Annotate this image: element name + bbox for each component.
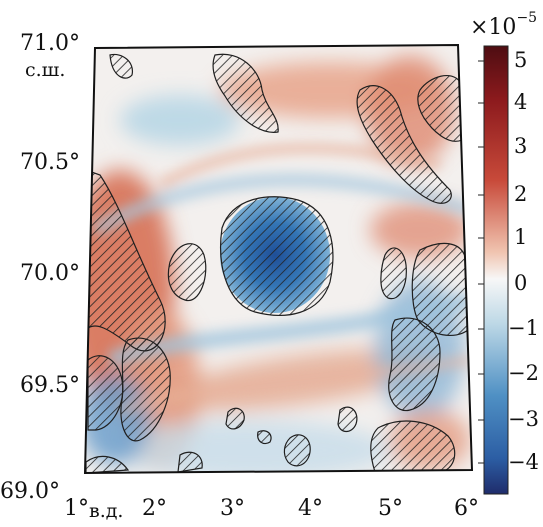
colorbar-tick-3: 3	[514, 134, 528, 158]
hatch-south-small-4	[337, 406, 358, 433]
lon-tick-2: 2°	[142, 496, 167, 521]
hatch-east-mixed	[388, 317, 441, 412]
lon-unit: в.д.	[89, 500, 124, 522]
hatch-south-red	[370, 420, 456, 473]
lon-tick-1: 1°	[64, 496, 89, 521]
colorbar	[483, 45, 509, 495]
lat-unit: с.ш.	[25, 59, 66, 81]
colorbar-tick-4: 4	[514, 90, 528, 114]
lat-tick-70-5: 70.5°	[20, 150, 80, 175]
colorbar-ticks	[478, 60, 484, 464]
colorbar-tick-5: 5	[514, 48, 528, 72]
lon-tick-5: 5°	[378, 496, 403, 521]
colorbar-tick-m3: −3	[508, 407, 539, 431]
hatch-north-small	[109, 53, 134, 79]
hatch-southwest-corner	[85, 455, 130, 473]
lat-tick-69-5: 69.5°	[20, 373, 80, 398]
hatch-small-left	[167, 243, 207, 302]
hatch-northeast-blue	[417, 74, 463, 142]
colorbar-multiplier-base: ×10	[470, 15, 517, 40]
hatch-south-small-3	[283, 434, 311, 467]
hatch-east-blue	[411, 242, 469, 337]
lon-tick-3: 3°	[220, 496, 245, 521]
colorbar-tick-m4: −4	[508, 450, 539, 474]
hatch-east-red	[380, 247, 407, 300]
lon-tick-6: 6°	[454, 496, 479, 521]
hatch-south-small-1	[225, 407, 245, 430]
colorbar-tick-m2: −2	[508, 361, 539, 385]
lon-tick-4: 4°	[298, 496, 323, 521]
map-frame	[83, 43, 474, 475]
colorbar-tick-m1: −1	[508, 316, 539, 340]
lat-tick-70: 70.0°	[20, 261, 80, 286]
hatch-south-small-2	[257, 430, 272, 445]
lat-tick-69: 69.0°	[0, 479, 60, 504]
hatch-northeast-red	[356, 85, 452, 204]
colorbar-tick-1: 1	[514, 225, 528, 249]
colorbar-tick-0: 0	[514, 271, 528, 295]
hatch-central	[220, 196, 334, 316]
hatch-west-red	[85, 169, 166, 352]
colorbar-multiplier: ×10−5	[470, 10, 537, 40]
hatch-southwest-red	[120, 337, 171, 442]
hatched-regions	[85, 53, 469, 473]
colorbar-multiplier-exponent: −5	[516, 10, 538, 26]
colorbar-tick-2: 2	[514, 182, 528, 206]
map-field	[85, 45, 472, 473]
hatch-south-small-5	[177, 451, 203, 473]
hatch-north-red	[212, 53, 279, 133]
lat-tick-71: 71.0°	[20, 31, 80, 56]
